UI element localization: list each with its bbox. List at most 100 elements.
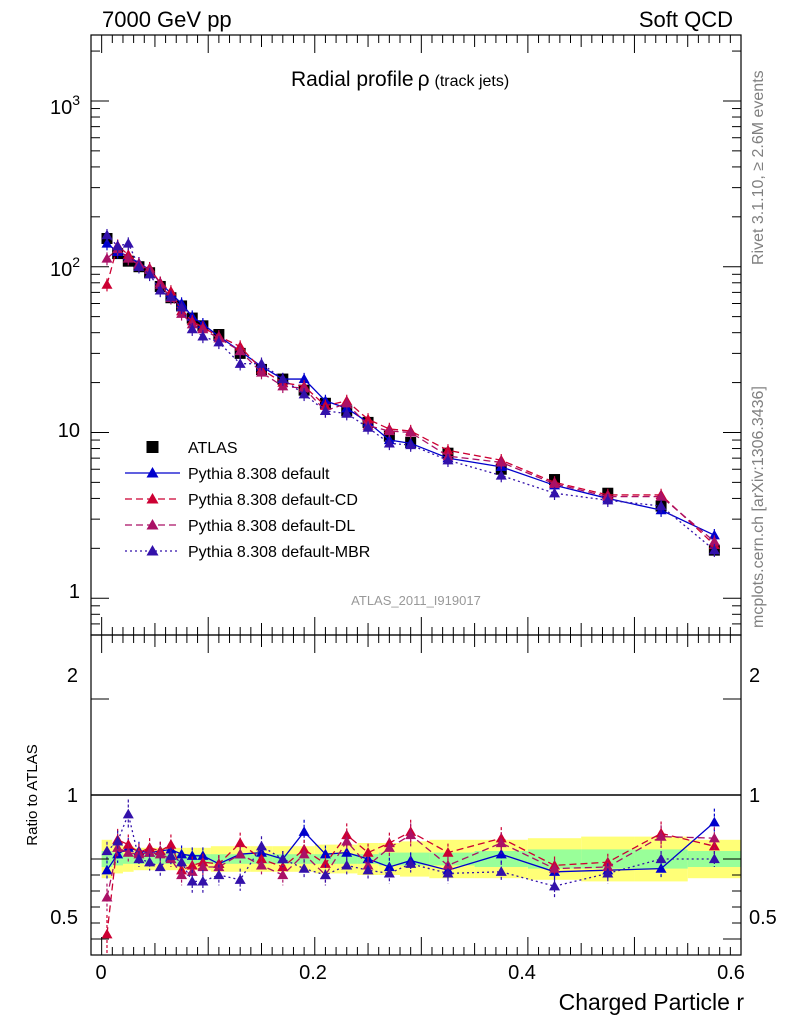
- data-point: [101, 229, 113, 240]
- y-tick-label-1000: 103: [50, 92, 80, 119]
- data-point: [298, 382, 310, 393]
- analysis-label: ATLAS_2011_I919017: [351, 593, 481, 608]
- ratio-point: [442, 867, 454, 878]
- legend-marker: [146, 519, 159, 530]
- data-point: [255, 367, 267, 377]
- data-point: [708, 535, 720, 546]
- series-pythia-8-308-default-mbr: [101, 228, 720, 557]
- data-point: [101, 253, 113, 263]
- data-point: [655, 491, 667, 501]
- legend-marker: [146, 467, 159, 478]
- ratio-point: [234, 837, 246, 848]
- ratio-point: [708, 840, 720, 851]
- data-point: [197, 323, 209, 334]
- ratio-point: [602, 867, 614, 878]
- data-point: [341, 408, 353, 418]
- ratio-point: [602, 861, 614, 872]
- legend-label: Pythia 8.308 default-DL: [188, 518, 355, 535]
- ratio-axis-ticks: [91, 635, 742, 955]
- ratio-point: [495, 848, 507, 859]
- ratio-y-tick-2: 2: [67, 665, 78, 687]
- ratio-point: [708, 816, 720, 827]
- ratio-point: [383, 867, 395, 878]
- ratio-point: [154, 848, 166, 859]
- ratio-point: [255, 840, 267, 851]
- main-series-layer: [101, 228, 720, 557]
- ratio-y-tick-1: 1: [67, 785, 78, 807]
- ratio-point: [319, 848, 331, 859]
- ratio-point: [186, 850, 198, 860]
- data-point: [234, 345, 246, 356]
- data-point: [213, 336, 225, 347]
- ratio-point: [319, 858, 331, 868]
- data-point: [405, 439, 417, 450]
- data-point: [383, 425, 395, 436]
- data-point: [154, 284, 166, 295]
- legend: ATLAS Pythia 8.308 default Pythia 8.308 de…: [125, 440, 370, 561]
- ratio-point: [154, 861, 166, 872]
- data-point: [298, 388, 310, 399]
- ratio-point: [101, 928, 113, 939]
- ratio-point: [708, 853, 720, 864]
- ratio-point: [101, 845, 113, 856]
- ratio-point: [383, 861, 395, 872]
- ratio-point: [298, 848, 310, 859]
- main-panel: Radial profile ρ (track jets) ATLAS_2011_I…: [50, 34, 742, 636]
- ratio-line: [106, 812, 715, 887]
- ratio-y-tick-0-5: 0.5: [50, 907, 78, 929]
- inner-band-segment: [210, 854, 230, 864]
- ratio-point: [495, 866, 507, 876]
- data-point: [708, 544, 720, 555]
- ratio-series-pythia-8-308-default-cd: [101, 819, 720, 954]
- data-point: [362, 422, 374, 432]
- ratio-point: [298, 826, 310, 836]
- ratio-y-axis-label: Ratio to ATLAS: [24, 744, 41, 845]
- data-point: [234, 358, 246, 368]
- energy-label: 7000 GeV pp: [102, 7, 232, 32]
- data-point: [442, 444, 454, 455]
- ratio-point: [655, 831, 667, 841]
- ratio-point: [234, 874, 246, 884]
- inner-band-segment: [474, 851, 528, 867]
- x-axis-label: Charged Particle r: [559, 989, 745, 1015]
- ratio-point: [655, 863, 667, 873]
- category-label: Soft QCD: [639, 7, 733, 32]
- data-point: [122, 253, 134, 263]
- data-point: [277, 373, 289, 384]
- ratio-series-layer: [101, 799, 720, 954]
- legend-entry-atlas: ATLAS: [146, 440, 238, 457]
- x-tick-label-0: 0: [95, 962, 106, 984]
- ratio-point: [133, 853, 145, 864]
- ratio-point: [442, 847, 454, 857]
- data-point: [101, 279, 113, 289]
- data-point: [154, 279, 166, 289]
- data-point: [708, 529, 720, 540]
- data-point: [298, 373, 310, 384]
- x-tick-label-0-4: 0.4: [508, 962, 536, 984]
- data-point: [383, 437, 395, 448]
- ratio-point: [341, 835, 353, 846]
- inner-band-segment: [112, 852, 123, 866]
- data-point: [495, 456, 507, 467]
- data-point: [176, 301, 188, 312]
- ratio-point: [176, 869, 188, 880]
- ratio-point: [319, 869, 331, 880]
- ratio-point: [495, 837, 507, 848]
- ratio-point: [383, 842, 395, 852]
- y-tick-label-10: 10: [58, 420, 80, 442]
- y-tick-label-1: 1: [69, 581, 80, 603]
- ratio-point: [101, 891, 113, 902]
- ratio-point: [405, 829, 417, 840]
- ratio-point: [341, 829, 353, 840]
- data-point: [341, 397, 353, 408]
- data-point: [495, 470, 507, 480]
- data-point: [101, 238, 113, 248]
- legend-label: Pythia 8.308 default: [188, 466, 330, 483]
- data-point: [442, 454, 454, 465]
- ratio-point: [197, 875, 209, 886]
- legend-entry-pythia-8-308-default-mbr: Pythia 8.308 default-MBR: [125, 544, 370, 561]
- ratio-plot-frame: [90, 634, 742, 956]
- y-tick-label-100: 102: [50, 254, 80, 281]
- ratio-point: [341, 859, 353, 870]
- ratio-point: [362, 864, 374, 875]
